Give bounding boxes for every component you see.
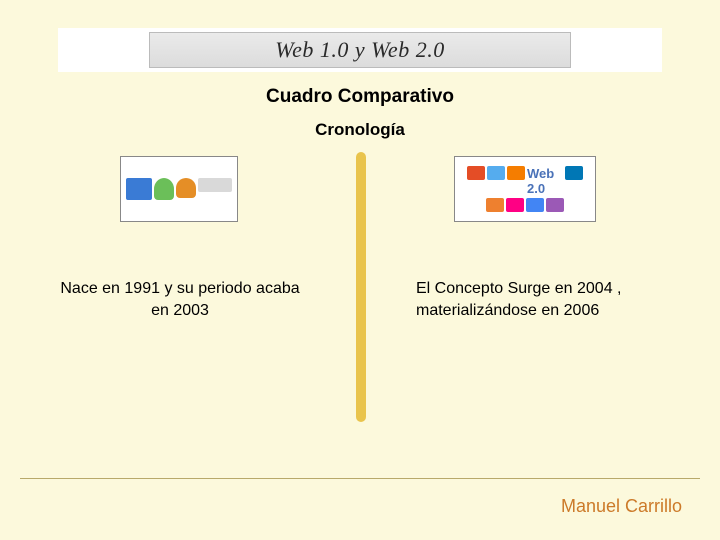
rss-icon — [486, 198, 504, 212]
header-script-title: Web 1.0 y Web 2.0 — [149, 32, 571, 68]
html5-icon — [467, 166, 485, 180]
web1-icon-grid — [125, 161, 233, 217]
author-name: Manuel Carrillo — [561, 496, 682, 517]
web1-description: Nace en 1991 y su periodo acaba en 2003 — [60, 278, 300, 321]
web2-center-label: Web 2.0 — [527, 166, 563, 196]
web2-description: El Concepto Surge en 2004 , materializán… — [416, 278, 676, 321]
monitor-icon — [126, 178, 152, 200]
web1-label-icon — [198, 178, 232, 192]
web2-thumbnail: Web 2.0 — [454, 156, 596, 222]
google-icon — [526, 198, 544, 212]
footer-divider — [20, 478, 700, 479]
user-orange-icon — [176, 178, 196, 198]
user-green-icon — [154, 178, 174, 200]
linkedin-icon — [565, 166, 583, 180]
flickr-icon — [506, 198, 524, 212]
web1-thumbnail — [120, 156, 238, 222]
web2-icon-grid: Web 2.0 — [459, 161, 591, 217]
vertical-divider — [356, 152, 366, 422]
twitter-icon — [487, 166, 505, 180]
main-title: Cuadro Comparativo — [0, 86, 720, 108]
picasa-icon — [546, 198, 564, 212]
blogger-icon — [507, 166, 525, 180]
header-band: Web 1.0 y Web 2.0 — [58, 28, 662, 72]
section-subtitle: Cronología — [0, 120, 720, 140]
